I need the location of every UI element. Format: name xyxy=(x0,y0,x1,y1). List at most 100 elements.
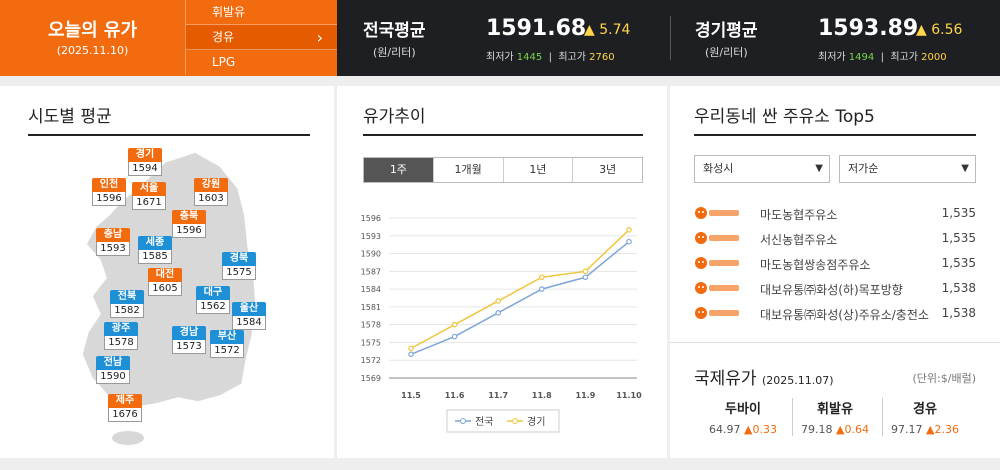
region-price: 1575 xyxy=(222,266,256,280)
region-marker-16[interactable]: 제주 1676 xyxy=(108,394,142,422)
station-row[interactable]: 서신농협주유소 1,535 xyxy=(694,227,976,251)
divider xyxy=(670,16,671,60)
region-price: 1676 xyxy=(108,408,142,422)
nh-alddeul-logo-icon xyxy=(695,232,739,244)
region-marker-3[interactable]: 강원 1603 xyxy=(194,178,228,206)
data-point[interactable] xyxy=(451,321,458,328)
region-price: 1562 xyxy=(196,300,230,314)
data-point[interactable] xyxy=(495,310,502,316)
data-point[interactable] xyxy=(408,351,414,358)
gyeonggi-average-unit: (원/리터) xyxy=(705,46,748,59)
intl-item-name: 휘발유 xyxy=(817,402,853,417)
data-point[interactable] xyxy=(495,298,502,304)
region-marker-13[interactable]: 경남 1573 xyxy=(172,326,206,354)
data-point[interactable] xyxy=(626,238,632,245)
region-marker-10[interactable]: 대구 1562 xyxy=(196,286,230,314)
station-name: 대보유통㈜화성(하)목포방향 xyxy=(760,283,903,297)
region-price: 1582 xyxy=(110,304,144,318)
gyeonggi-average: 경기평균 (원/리터) 1593.89 ▲ 6.56 최저가 1494 | 최고… xyxy=(671,0,1000,76)
station-price: 1,538 xyxy=(941,281,976,295)
intl-unit: (단위:$/배럴) xyxy=(912,372,976,385)
data-point[interactable] xyxy=(408,345,414,352)
legend-marker xyxy=(460,418,466,424)
station-row[interactable]: 대보유통㈜화성(하)목포방향 1,538 xyxy=(694,277,976,301)
region-name: 제주 xyxy=(108,394,142,408)
y-tick-label: 1587 xyxy=(361,267,381,276)
intl-item-value: 79.18 xyxy=(801,423,833,436)
region-name: 전북 xyxy=(110,290,144,304)
range-tab-3y[interactable]: 3년 xyxy=(572,158,642,182)
series-line-1 xyxy=(410,229,630,350)
region-marker-7[interactable]: 대전 1605 xyxy=(148,268,182,296)
region-marker-8[interactable]: 경북 1575 xyxy=(222,252,256,280)
cheap-stations-panel: 우리동네 싼 주유소 Top5 화성시 ▼ 저가순 ▼ 마도농협주유소 1,535… xyxy=(670,86,1000,458)
chevron-right-icon: › xyxy=(316,28,323,47)
intl-item-value: 64.97 xyxy=(709,423,741,436)
region-name: 대전 xyxy=(148,268,182,282)
series-line-0 xyxy=(410,241,630,355)
region-price: 1596 xyxy=(92,192,126,206)
data-point[interactable] xyxy=(451,333,458,340)
region-marker-2[interactable]: 서울 1671 xyxy=(132,182,166,210)
fuel-tab-gasoline[interactable]: 휘발유 xyxy=(185,0,337,25)
gyeonggi-average-title: 경기평균 xyxy=(695,21,758,41)
region-marker-0[interactable]: 경기 1594 xyxy=(128,148,162,176)
region-select[interactable]: 화성시 ▼ xyxy=(694,155,830,183)
range-tab-1w[interactable]: 1주 xyxy=(364,158,433,182)
fuel-tab-lpg[interactable]: LPG xyxy=(185,50,337,75)
y-tick-label: 1581 xyxy=(361,303,381,312)
sort-select[interactable]: 저가순 ▼ xyxy=(839,155,976,183)
max-label: 최고가 xyxy=(558,52,586,63)
region-name: 부산 xyxy=(210,330,244,344)
station-row[interactable]: 마도농협주유소 1,535 xyxy=(694,202,976,226)
legend-marker xyxy=(512,418,518,424)
region-name: 경남 xyxy=(172,326,206,340)
fuel-tab-label: 휘발유 xyxy=(212,5,246,19)
range-tab-1m[interactable]: 1개월 xyxy=(432,158,503,182)
region-marker-11[interactable]: 울산 1584 xyxy=(232,302,266,330)
region-marker-1[interactable]: 인천 1596 xyxy=(92,178,126,206)
data-point[interactable] xyxy=(539,286,545,292)
legend-label: 전국 xyxy=(475,416,493,428)
x-tick-label: 11.7 xyxy=(488,391,508,400)
x-tick-label: 11.8 xyxy=(532,391,552,400)
region-marker-5[interactable]: 충남 1593 xyxy=(96,228,130,256)
region-price: 1605 xyxy=(148,282,182,296)
cheap-stations-title: 우리동네 싼 주유소 Top5 xyxy=(694,107,875,127)
intl-item-delta: ▲2.36 xyxy=(926,423,959,436)
intl-item-values: 64.97 ▲0.33 xyxy=(700,423,786,436)
gyeonggi-average-price: 1593.89 xyxy=(818,16,919,41)
national-average-price: 1591.68 xyxy=(486,16,587,41)
region-name: 광주 xyxy=(104,322,138,336)
station-name: 마도농협쌍송점주유소 xyxy=(760,258,871,272)
region-name: 세종 xyxy=(138,236,172,250)
data-point[interactable] xyxy=(582,274,589,281)
fuel-tab-label: LPG xyxy=(212,55,236,69)
station-row[interactable]: 대보유통㈜화성(상)주유소/충전소 1,538 xyxy=(694,302,976,326)
region-marker-12[interactable]: 광주 1578 xyxy=(104,322,138,350)
range-tab-1y[interactable]: 1년 xyxy=(502,158,573,182)
region-marker-4[interactable]: 충북 1596 xyxy=(172,210,206,238)
region-marker-9[interactable]: 전북 1582 xyxy=(110,290,144,318)
x-tick-label: 11.6 xyxy=(445,391,465,400)
max-value: 2000 xyxy=(921,52,947,63)
region-marker-15[interactable]: 전남 1590 xyxy=(96,356,130,384)
title-underline xyxy=(28,134,310,136)
national-min-max: 최저가 1445 | 최고가 2760 xyxy=(486,52,615,63)
nh-alddeul-logo-icon xyxy=(695,282,739,294)
national-average-delta: ▲ 5.74 xyxy=(584,22,631,38)
data-point[interactable] xyxy=(539,274,545,281)
caret-down-icon: ▼ xyxy=(961,163,969,174)
divider xyxy=(670,342,1000,343)
region-marker-14[interactable]: 부산 1572 xyxy=(210,330,244,358)
region-marker-6[interactable]: 세종 1585 xyxy=(138,236,172,264)
fuel-tab-diesel[interactable]: 경유 › xyxy=(185,25,337,50)
data-point[interactable] xyxy=(626,227,632,233)
data-point[interactable] xyxy=(582,268,589,275)
national-average-unit: (원/리터) xyxy=(373,46,416,59)
station-row[interactable]: 마도농협쌍송점주유소 1,535 xyxy=(694,252,976,276)
region-name: 대구 xyxy=(196,286,230,300)
min-value: 1494 xyxy=(848,52,875,63)
regional-average-title: 시도별 평균 xyxy=(28,107,112,127)
price-trend-chart: 1596 1593 1590 1587 1584 1581 1578 1575 1572 1569… xyxy=(361,214,642,433)
